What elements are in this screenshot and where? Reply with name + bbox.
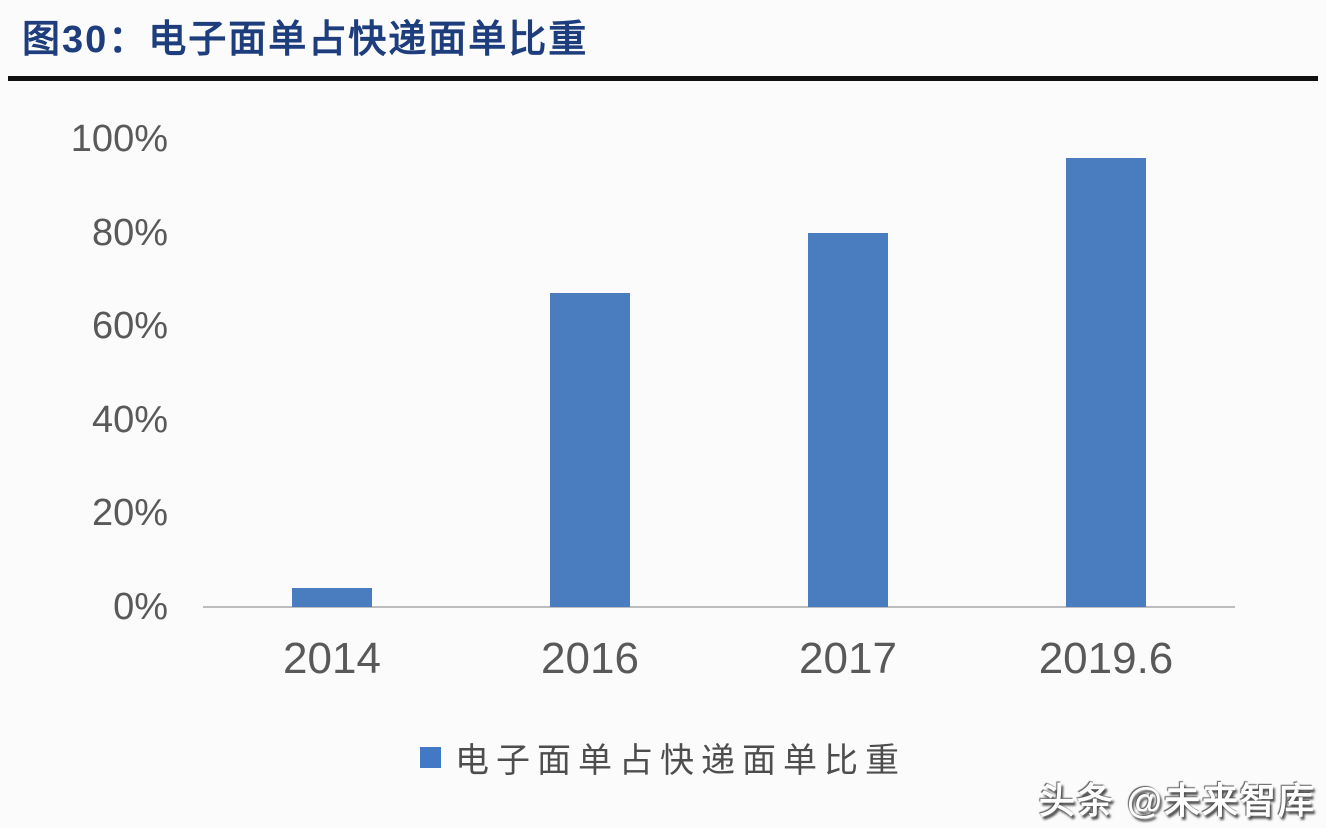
y-axis-tick-label: 60% <box>91 305 168 348</box>
legend-marker-icon <box>420 747 441 768</box>
bar-chart: 0% 20% 40% 60% 80% 100% 2014 2016 2017 2019.6 <box>0 81 1326 721</box>
bar-2014 <box>292 588 372 607</box>
title-divider-rule <box>8 76 1318 81</box>
y-axis-tick-label: 100% <box>70 118 168 160</box>
figure-title: 图30：电子面单占快递面单比重 <box>22 19 589 61</box>
bar-2019.6 <box>1066 157 1146 607</box>
x-axis-tick-label: 2014 <box>283 634 381 683</box>
chart-legend: 电子面单占快递面单比重 <box>0 733 1326 782</box>
x-axis-line <box>203 606 1235 608</box>
legend-label: 电子面单占快递面单比重 <box>455 741 906 781</box>
x-axis-tick-label: 2016 <box>541 634 639 683</box>
y-axis-tick-label: 0% <box>113 586 168 628</box>
bar-2017 <box>808 232 888 607</box>
watermark-text: 头条 @未来智库 <box>1038 780 1316 821</box>
y-axis-tick-label: 80% <box>91 211 168 254</box>
y-axis-tick-label: 20% <box>91 492 168 535</box>
bar-2016 <box>550 293 630 607</box>
x-axis-tick-label: 2019.6 <box>1038 634 1174 683</box>
x-axis-tick-label: 2017 <box>799 634 897 683</box>
y-axis-tick-label: 40% <box>91 398 168 441</box>
